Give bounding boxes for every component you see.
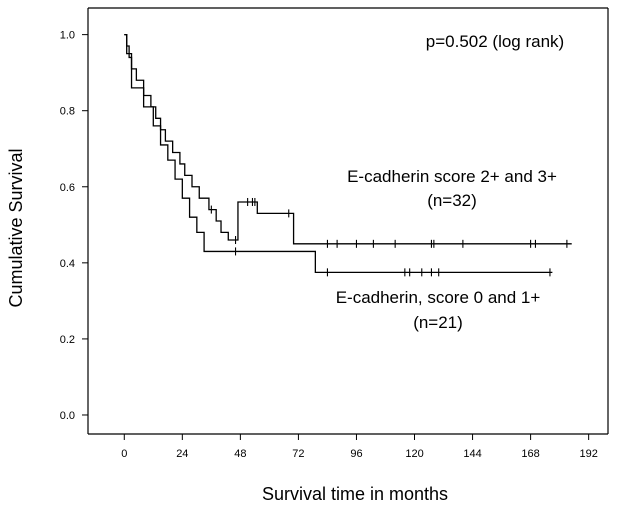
- survival-curves: [124, 33, 572, 273]
- p-value-annotation: p=0.502 (log rank): [426, 32, 564, 51]
- survival-curve-1: [124, 33, 572, 245]
- y-tick-label: 1.0: [60, 30, 75, 42]
- x-tick-label: 168: [521, 448, 539, 460]
- x-tick-label: 24: [176, 448, 188, 460]
- high-score-group-count: (n=32): [427, 191, 477, 210]
- x-tick-label: 48: [234, 448, 246, 460]
- x-tick-label: 144: [463, 448, 481, 460]
- y-axis-ticks: 0.0 0.2 0.4 0.6 0.8 1.0: [60, 30, 88, 422]
- high-score-group-label: E-cadherin score 2+ and 3+: [347, 167, 557, 186]
- x-tick-label: 96: [350, 448, 362, 460]
- y-tick-label: 0.4: [60, 258, 75, 270]
- low-score-group-label: E-cadherin, score 0 and 1+: [336, 288, 541, 307]
- y-tick-label: 0.8: [60, 106, 75, 118]
- censor-marks: [210, 197, 568, 277]
- x-axis-title: Survival time in months: [262, 484, 448, 504]
- y-axis-title: Cumulative Survival: [6, 148, 26, 307]
- plot-frame: [87, 7, 609, 435]
- low-score-group-count: (n=21): [413, 313, 463, 332]
- x-tick-label: 120: [405, 448, 423, 460]
- x-tick-label: 72: [292, 448, 304, 460]
- x-tick-label: 192: [579, 448, 597, 460]
- y-tick-label: 0.0: [60, 410, 75, 422]
- x-tick-label: 0: [121, 448, 127, 460]
- y-tick-label: 0.2: [60, 334, 75, 346]
- x-axis-ticks: 0 24 48 72 96 120 144 168 192: [121, 434, 598, 460]
- y-tick-label: 0.6: [60, 182, 75, 194]
- survival-curve-2: [124, 33, 553, 273]
